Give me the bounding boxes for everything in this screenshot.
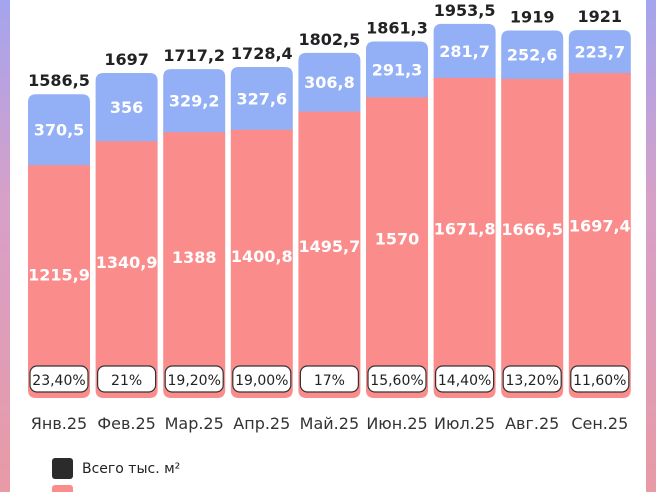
upper-value-label: 252,6: [507, 46, 558, 65]
share-badge: [232, 365, 292, 393]
bar-segment-lower: [230, 129, 293, 398]
bar-segment-lower: [433, 77, 496, 398]
bar-segment-upper: [433, 23, 496, 80]
category-label: Янв.25: [31, 414, 87, 433]
legend-swatch-series: [52, 485, 73, 492]
total-label: 1697: [104, 50, 149, 69]
share-label: 19,20%: [168, 373, 221, 389]
category-label: Мар.25: [165, 414, 224, 433]
share-badge: [299, 365, 359, 393]
bar-segment-lower: [298, 111, 361, 398]
upper-value-label: 291,3: [372, 60, 423, 79]
total-label: 1919: [510, 7, 555, 26]
category-label: Фев.25: [97, 414, 156, 433]
share-label: 11,60%: [573, 373, 626, 389]
bar-segment-upper: [366, 41, 428, 100]
share-label: 15,60%: [370, 373, 423, 389]
total-label: 1802,5: [299, 30, 361, 49]
bar-segment-upper: [28, 94, 90, 168]
bar-segment-upper: [501, 30, 564, 81]
category-label: Май.25: [300, 414, 359, 433]
category-label: Авг.25: [505, 414, 559, 433]
bar-segment-lower: [95, 141, 158, 398]
share-label: 13,20%: [506, 373, 559, 389]
share-badge: [435, 365, 495, 393]
bar-segment-lower: [28, 165, 90, 398]
bar-segment-lower: [501, 78, 564, 399]
upper-value-label: 306,8: [304, 73, 355, 92]
lower-value-label: 1215,9: [28, 266, 90, 285]
legend-item-total: Всего тыс. м²: [52, 458, 180, 479]
lower-value-label: 1671,8: [434, 219, 496, 238]
share-badge: [502, 365, 562, 393]
total-label: 1953,5: [434, 1, 496, 20]
legend-label-total: Всего тыс. м²: [82, 460, 181, 477]
bar-segment-upper: [95, 73, 158, 144]
upper-value-label: 281,7: [439, 42, 490, 61]
share-badge: [367, 365, 427, 393]
legend: Всего тыс. м²: [52, 458, 180, 492]
lower-value-label: 1400,8: [231, 247, 293, 266]
bar-segment-lower: [568, 72, 631, 398]
share-label: 21%: [111, 373, 142, 389]
legend-item-series: [52, 485, 180, 492]
upper-value-label: 223,7: [574, 43, 625, 62]
stacked-bar-chart: 1586,5 370,5 1215,9 23,40% Янв.25 1697 356 1340…: [28, 1, 631, 433]
total-label: 1921: [578, 7, 623, 26]
category-label: Сен.25: [571, 414, 628, 433]
bar-segment-lower: [366, 97, 428, 398]
share-label: 19,00%: [235, 373, 288, 389]
total-label: 1861,3: [366, 19, 428, 38]
upper-value-label: 329,2: [169, 92, 220, 111]
chart-panel: 1586,5 370,5 1215,9 23,40% Янв.25 1697 356 1340…: [10, 0, 646, 492]
total-label: 1586,5: [28, 71, 90, 90]
category-label: Июн.25: [366, 414, 427, 433]
lower-value-label: 1666,5: [501, 220, 563, 239]
bar-segment-upper: [568, 30, 631, 75]
bar-segment-lower: [163, 132, 226, 398]
upper-value-label: 327,6: [236, 89, 287, 108]
bar-segment-upper: [298, 52, 361, 114]
share-label: 23,40%: [32, 373, 85, 389]
total-label: 1717,2: [163, 46, 225, 65]
bar-segment-upper: [230, 67, 293, 132]
upper-value-label: 356: [110, 98, 143, 117]
legend-swatch-total: [52, 458, 73, 479]
upper-value-label: 370,5: [34, 121, 85, 140]
total-label: 1728,4: [231, 44, 293, 63]
category-label: Июл.25: [434, 414, 495, 433]
share-label: 17%: [314, 373, 345, 389]
lower-value-label: 1697,4: [569, 217, 631, 236]
lower-value-label: 1340,9: [96, 253, 158, 272]
share-badge: [570, 365, 630, 393]
bar-segment-upper: [163, 69, 226, 135]
share-badge: [29, 365, 89, 393]
share-label: 14,40%: [438, 373, 491, 389]
share-badge: [164, 365, 224, 393]
category-label: Апр.25: [233, 414, 290, 433]
lower-value-label: 1388: [172, 248, 217, 267]
lower-value-label: 1570: [375, 230, 420, 249]
share-badge: [96, 365, 157, 393]
lower-value-label: 1495,7: [299, 237, 361, 256]
